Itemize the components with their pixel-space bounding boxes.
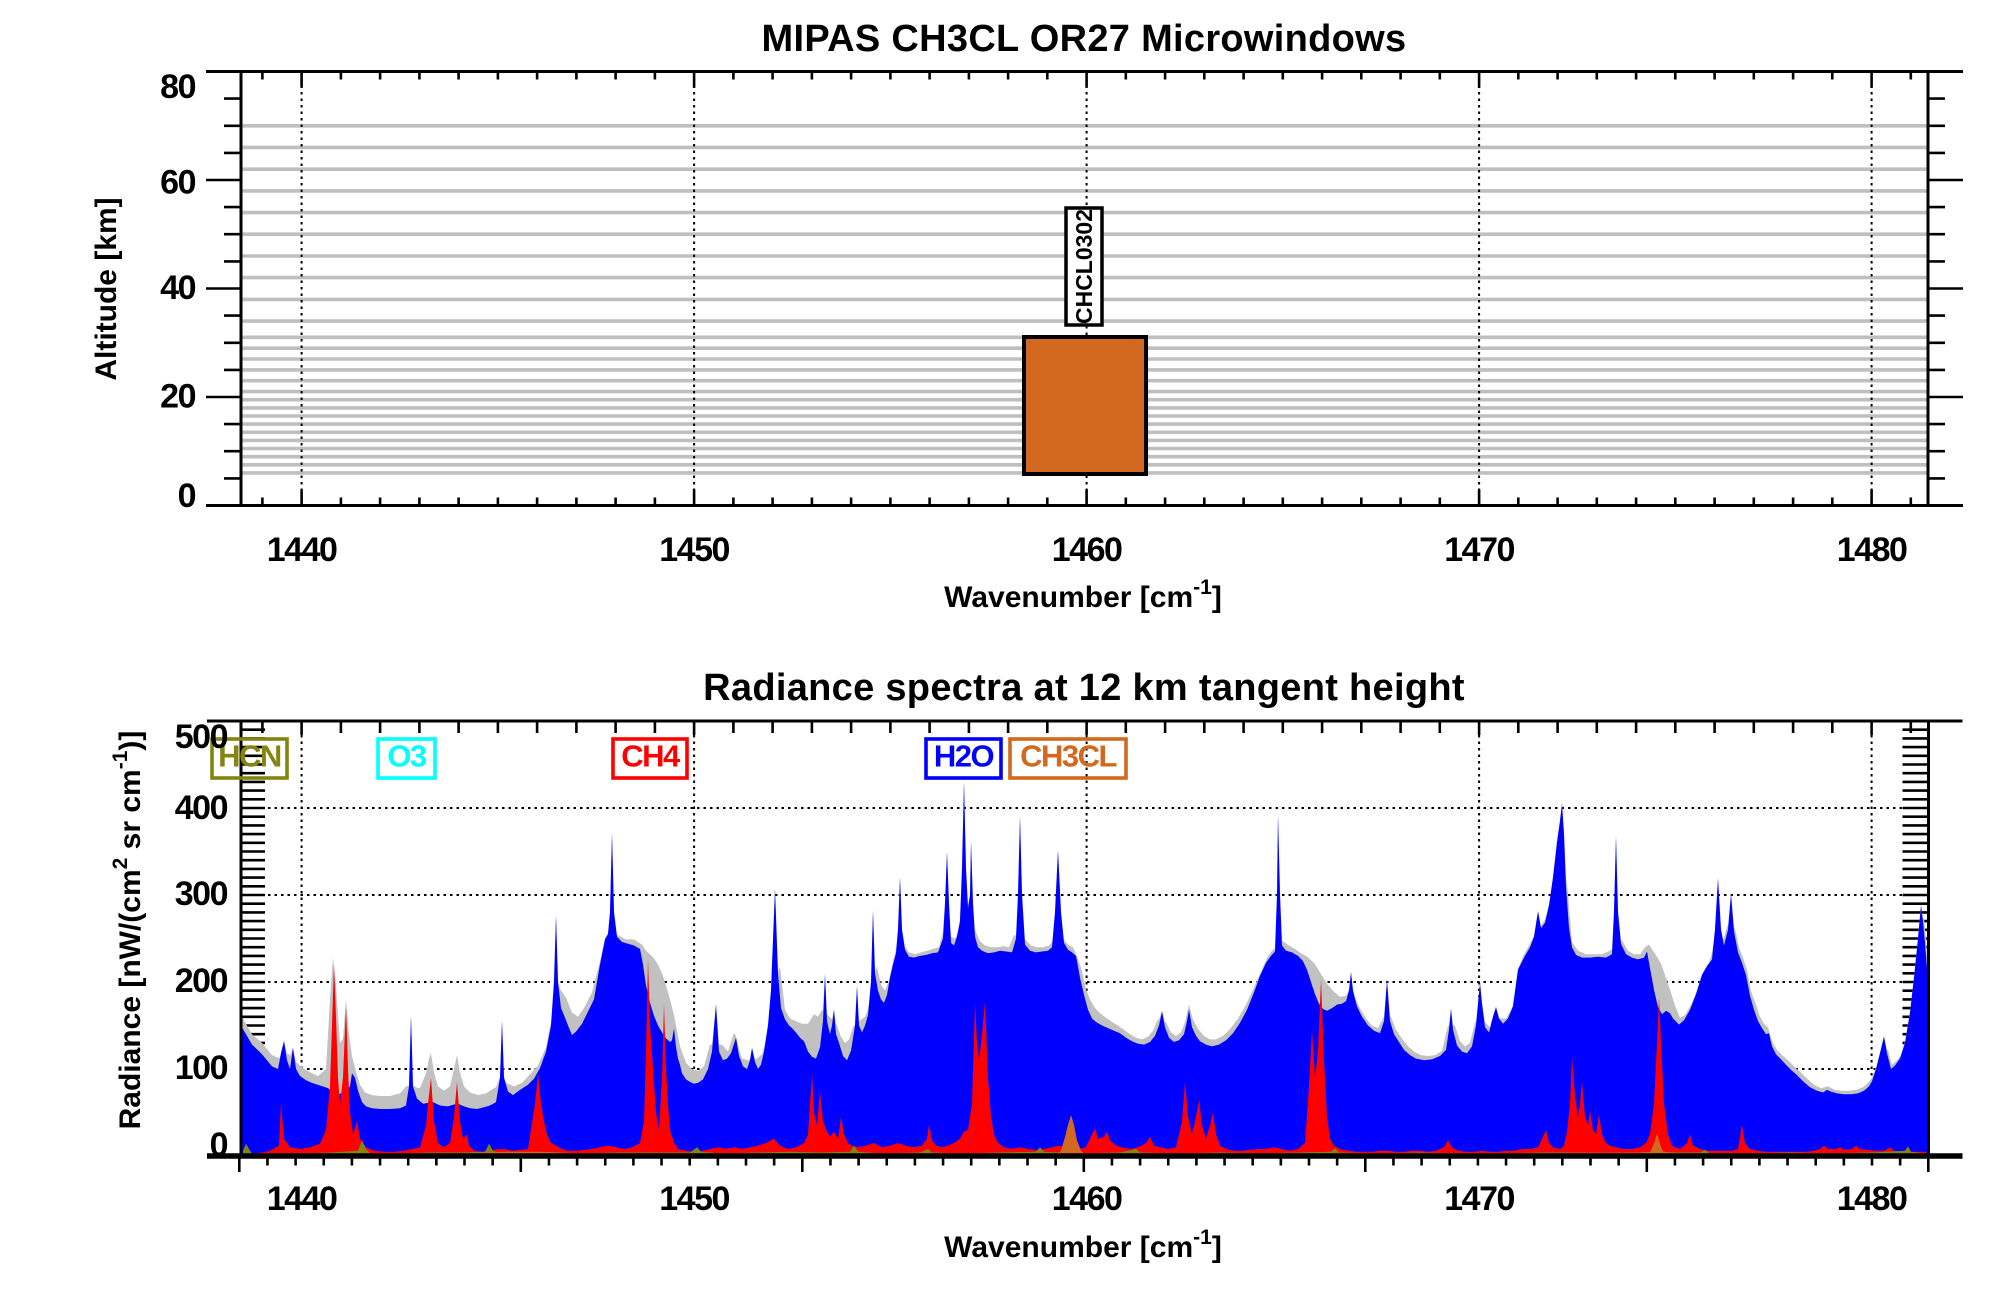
svg-text:Wavenumber [cm-1]: Wavenumber [cm-1] xyxy=(944,576,1222,614)
svg-text:Radiance spectra at 12 km tang: Radiance spectra at 12 km tangent height xyxy=(703,667,1465,709)
svg-text:20: 20 xyxy=(160,378,195,416)
svg-text:500: 500 xyxy=(175,718,228,756)
svg-text:1460: 1460 xyxy=(1052,1180,1122,1218)
svg-text:1470: 1470 xyxy=(1444,1180,1514,1218)
svg-text:Radiance [nW/(cm2 sr cm-1)]: Radiance [nW/(cm2 sr cm-1)] xyxy=(109,731,147,1130)
svg-text:80: 80 xyxy=(160,68,195,106)
svg-text:1440: 1440 xyxy=(267,1180,337,1218)
svg-text:HCN: HCN xyxy=(218,739,281,774)
svg-text:Altitude [km]: Altitude [km] xyxy=(90,197,123,380)
svg-text:H2O: H2O xyxy=(934,739,994,774)
svg-text:0: 0 xyxy=(178,477,196,515)
svg-text:O3: O3 xyxy=(387,739,427,774)
svg-text:1480: 1480 xyxy=(1837,1180,1907,1218)
svg-text:40: 40 xyxy=(160,269,195,307)
svg-text:CH3CL: CH3CL xyxy=(1020,739,1116,774)
svg-text:CHCL0302: CHCL0302 xyxy=(1071,209,1097,324)
svg-text:1470: 1470 xyxy=(1444,531,1514,569)
svg-text:0: 0 xyxy=(210,1126,228,1164)
svg-text:200: 200 xyxy=(175,962,228,1000)
svg-text:Wavenumber [cm-1]: Wavenumber [cm-1] xyxy=(944,1226,1222,1264)
svg-text:300: 300 xyxy=(175,875,228,913)
svg-text:1460: 1460 xyxy=(1052,531,1122,569)
svg-text:100: 100 xyxy=(175,1049,228,1087)
svg-text:400: 400 xyxy=(175,789,228,827)
svg-text:1440: 1440 xyxy=(267,531,337,569)
svg-text:CH4: CH4 xyxy=(621,739,681,774)
svg-text:1450: 1450 xyxy=(659,531,729,569)
svg-text:60: 60 xyxy=(160,163,195,201)
svg-text:MIPAS CH3CL OR27 Microwindows: MIPAS CH3CL OR27 Microwindows xyxy=(762,18,1407,60)
svg-text:1450: 1450 xyxy=(659,1180,729,1218)
svg-text:1480: 1480 xyxy=(1837,531,1907,569)
